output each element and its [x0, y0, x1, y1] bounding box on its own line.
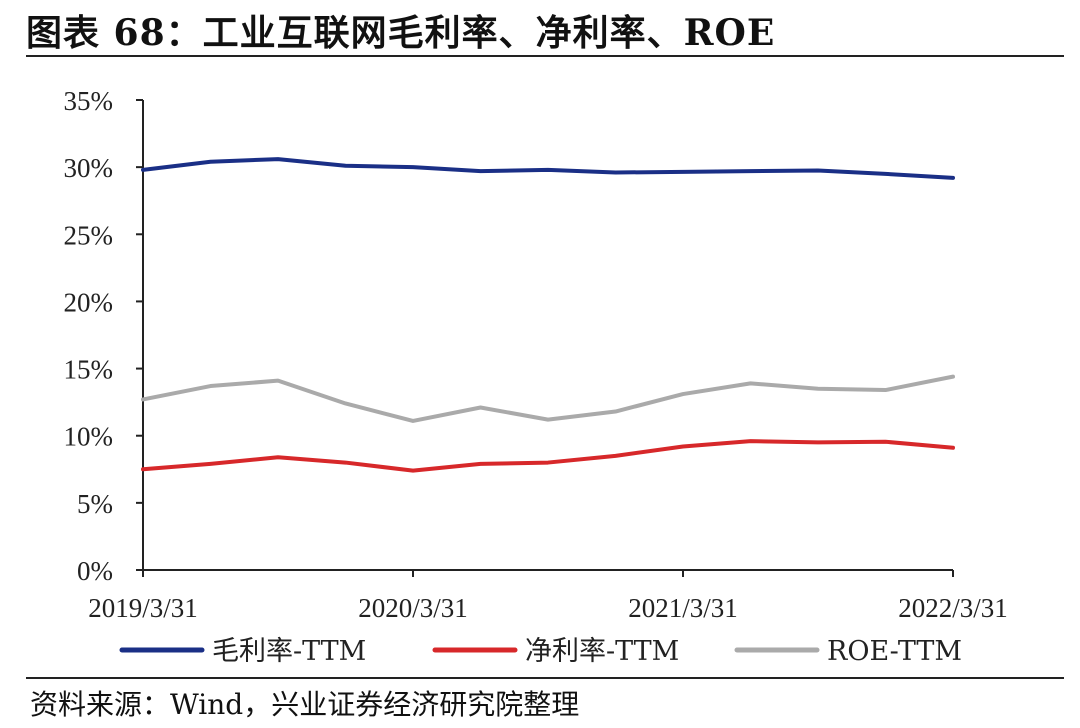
- series-line-1: [141, 157, 955, 180]
- title-divider: [26, 55, 1064, 57]
- x-tick-label: 2020/3/31: [358, 593, 468, 623]
- y-tick-label: 30%: [64, 153, 114, 183]
- y-tick-label: 35%: [64, 86, 114, 116]
- legend-label-1: 毛利率-TTM: [212, 636, 366, 667]
- series-lines: [141, 157, 955, 473]
- series-line-3: [141, 374, 955, 423]
- legend-label-3: ROE-TTM: [827, 636, 962, 667]
- source-divider: [26, 677, 1064, 679]
- x-tick-label: 2022/3/31: [898, 593, 1008, 623]
- source-note: 资料来源：Wind，兴业证券经济研究院整理: [30, 688, 580, 721]
- series-line-2: [141, 439, 955, 473]
- y-tick-label: 25%: [64, 220, 114, 250]
- chart-title: 图表 68：工业互联网毛利率、净利率、ROE: [26, 12, 776, 54]
- x-tick-label: 2021/3/31: [628, 593, 738, 623]
- y-tick-label: 20%: [64, 287, 114, 317]
- x-axis-ticks: 2019/3/31 2020/3/31 2021/3/31 2022/3/31: [88, 570, 1008, 623]
- line-chart: 0% 5% 10% 15% 20% 25% 30% 35% 2019/3/31 2020/3/3…: [64, 86, 1008, 667]
- chart-axes: [142, 100, 953, 571]
- y-tick-label: 15%: [64, 355, 114, 385]
- x-tick-label: 2019/3/31: [88, 593, 198, 623]
- legend: 毛利率-TTM 净利率-TTM ROE-TTM: [119, 636, 962, 667]
- y-tick-label: 0%: [77, 556, 113, 586]
- y-tick-label: 5%: [77, 489, 113, 519]
- y-axis-ticks: 0% 5% 10% 15% 20% 25% 30% 35%: [64, 86, 143, 586]
- legend-label-2: 净利率-TTM: [525, 636, 679, 667]
- y-tick-label: 10%: [64, 422, 114, 452]
